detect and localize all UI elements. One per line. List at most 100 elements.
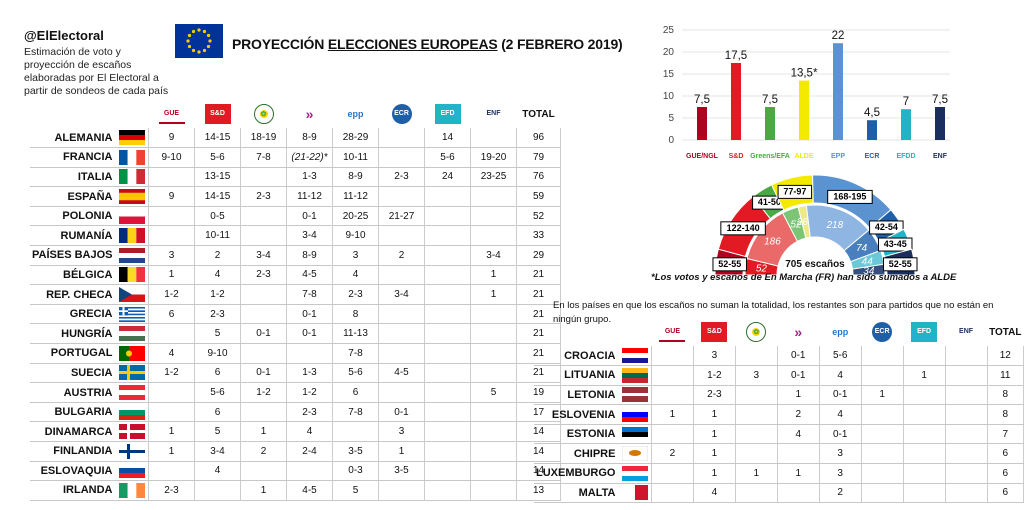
country-name: LUXEMBURGO bbox=[534, 463, 620, 484]
row-total: 76 bbox=[516, 167, 561, 188]
seat-cell: 1 bbox=[240, 480, 287, 501]
seat-cell bbox=[650, 385, 694, 406]
total-header: TOTAL bbox=[989, 326, 1022, 338]
flag-ee-icon bbox=[622, 426, 649, 442]
country-name: BÉLGICA bbox=[30, 265, 117, 286]
seat-cell bbox=[378, 382, 425, 403]
outer-slice-label: 122-140 bbox=[727, 223, 760, 233]
flag-cell bbox=[116, 461, 149, 482]
seat-cell: 3 bbox=[378, 421, 425, 442]
flag-cell bbox=[116, 402, 149, 423]
eu-star bbox=[187, 33, 192, 38]
table-row: LITUANIA 1-2 3 0-1 4 1 11 bbox=[534, 365, 1024, 386]
seat-range-box bbox=[883, 257, 918, 272]
seat-cell: 1 bbox=[650, 404, 694, 425]
flag-bg-icon bbox=[119, 404, 146, 420]
flag-cell bbox=[116, 343, 149, 364]
country-name: ALEMANIA bbox=[30, 128, 117, 149]
seat-cell: 8-9 bbox=[332, 167, 379, 188]
flag-cell bbox=[116, 284, 149, 305]
seat-cell: 2-3 bbox=[332, 284, 379, 305]
seat-cell bbox=[424, 363, 471, 384]
seat-cell: 4 bbox=[692, 483, 736, 504]
seat-cell bbox=[378, 265, 425, 286]
table-row: POLONIA 0-5 0-1 20-25 21-27 52 bbox=[30, 206, 561, 227]
seat-cell bbox=[240, 206, 287, 227]
inner-slice-label: 269 bbox=[796, 217, 814, 228]
seat-cell: 2 bbox=[818, 483, 862, 504]
seat-cell: 0-1 bbox=[240, 363, 287, 384]
seat-range-box bbox=[869, 220, 904, 235]
seat-cell bbox=[470, 206, 517, 227]
table-row: BULGARIA 6 2-3 7-8 0-1 17 bbox=[30, 402, 561, 423]
party-logo-icon: » bbox=[305, 106, 314, 122]
inner-slice-label: 186 bbox=[764, 237, 781, 248]
country-name: SUECIA bbox=[30, 363, 117, 384]
eu-star bbox=[202, 48, 207, 53]
table-row: SUECIA 1-2 6 0-1 1-3 5-6 4-5 21 bbox=[30, 363, 561, 384]
seat-cell: 9 bbox=[148, 186, 195, 207]
country-name: CHIPRE bbox=[534, 443, 620, 465]
eu-star bbox=[191, 48, 196, 53]
table-row: LETONIA 2-3 1 0-1 1 8 bbox=[534, 385, 1024, 406]
seat-cell: 4 bbox=[818, 404, 862, 425]
eu-star bbox=[206, 44, 211, 49]
row-total: 21 bbox=[516, 284, 561, 305]
bar bbox=[799, 80, 809, 140]
seat-cell bbox=[470, 363, 517, 384]
seat-cell: 0-1 bbox=[776, 346, 820, 367]
row-total: 96 bbox=[516, 128, 561, 149]
table-row: DINAMARCA 1 5 1 4 3 14 bbox=[30, 421, 561, 442]
flag-sk-icon bbox=[119, 463, 146, 479]
seat-cell: 4 bbox=[332, 265, 379, 286]
table-row: ITALIA 13-15 1-3 8-9 2-3 24 23-25 76 bbox=[30, 167, 561, 188]
bar-value-label: 7,5 bbox=[694, 94, 710, 106]
seat-cell: 2-3 bbox=[194, 304, 241, 325]
seat-cell: 19-20 bbox=[470, 147, 517, 168]
seat-cell bbox=[734, 404, 778, 425]
seat-cell bbox=[470, 461, 517, 482]
seat-cell: 2-3 bbox=[240, 186, 287, 207]
seat-cell bbox=[424, 441, 471, 462]
seat-cell: 24 bbox=[424, 167, 471, 188]
bar-value-label: 4,5 bbox=[864, 107, 880, 119]
seat-cell bbox=[424, 421, 471, 442]
seat-cell: 9-10 bbox=[332, 225, 379, 247]
party-category-label: GUE/NGL bbox=[686, 153, 719, 160]
country-name: LETONIA bbox=[534, 385, 620, 406]
seat-cell bbox=[734, 385, 778, 406]
seat-cell bbox=[378, 147, 425, 168]
flag-cell bbox=[619, 483, 652, 504]
flag-cell bbox=[116, 128, 149, 149]
seat-range-box bbox=[877, 237, 913, 252]
flag-hr-icon bbox=[622, 348, 649, 364]
row-total: 12 bbox=[986, 346, 1024, 367]
seat-cell: 2 bbox=[650, 443, 694, 465]
seat-cell bbox=[424, 284, 471, 305]
y-tick-label: 10 bbox=[663, 91, 675, 102]
row-total: 59 bbox=[516, 186, 561, 207]
outer-slice-label: 42-54 bbox=[875, 222, 898, 232]
bar-value-label: 22 bbox=[832, 30, 845, 42]
seat-cell: 3-4 bbox=[240, 245, 287, 266]
seat-cell: 5-6 bbox=[424, 147, 471, 168]
footnote-en-marcha: *Los votos y escaños de En Marcha (FR) h… bbox=[651, 272, 957, 283]
table-row: ESPAÑA 9 14-15 2-3 11-12 11-12 59 bbox=[30, 186, 561, 207]
row-total: 6 bbox=[986, 483, 1024, 504]
seat-cell: 7-8 bbox=[332, 402, 379, 423]
seat-cell: 9-10 bbox=[148, 147, 195, 168]
party-logo-icon: ENF bbox=[486, 110, 501, 117]
total-header: TOTAL bbox=[522, 108, 555, 120]
table-row: ESLOVENIA 1 1 2 4 8 bbox=[534, 404, 1024, 425]
row-total: 33 bbox=[516, 225, 561, 247]
seat-cell: 5-6 bbox=[332, 363, 379, 384]
seat-cell: 1-2 bbox=[148, 363, 195, 384]
seat-cell bbox=[734, 424, 778, 445]
seat-cell: 0-1 bbox=[818, 424, 862, 445]
party-logo-icon: GUE bbox=[158, 104, 185, 124]
country-name: DINAMARCA bbox=[30, 421, 117, 442]
country-name: PAÍSES BAJOS bbox=[30, 245, 117, 266]
flag-si-icon bbox=[622, 407, 649, 423]
seat-cell bbox=[332, 421, 379, 442]
seat-cell bbox=[194, 480, 241, 501]
